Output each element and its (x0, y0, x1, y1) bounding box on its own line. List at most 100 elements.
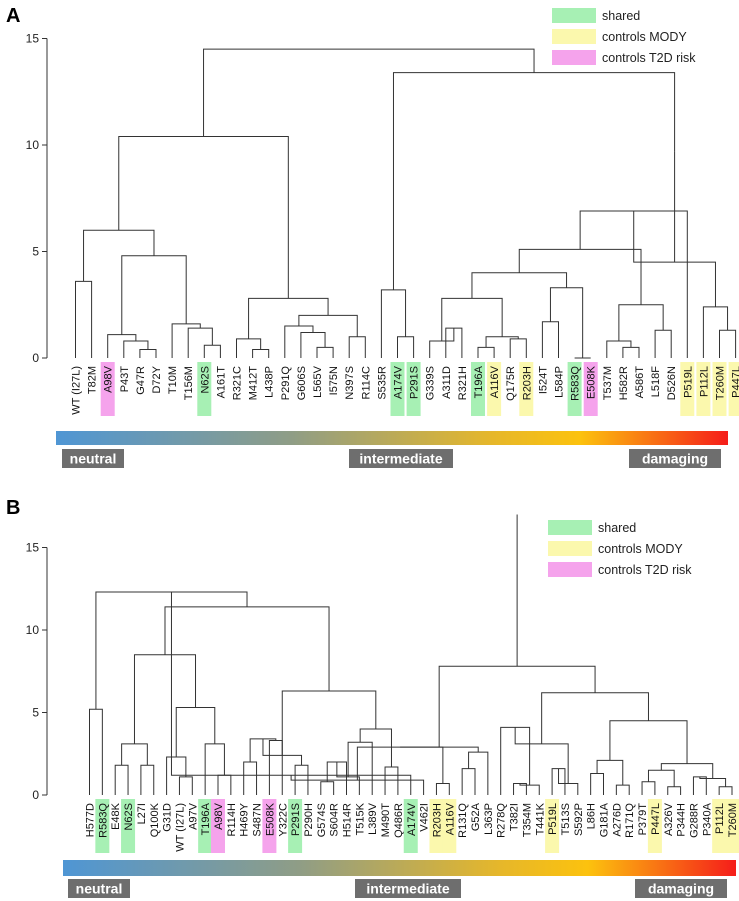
dendrogram-link (518, 248, 642, 305)
leaf-label: P291S (290, 803, 302, 836)
leaf-label: G288R (688, 803, 700, 838)
leaf-label: T260M (715, 366, 727, 400)
leaf-highlight (197, 362, 212, 416)
leaf-label: A98V (213, 802, 225, 830)
dendrogram-link (618, 304, 664, 341)
dendrogram-link (615, 784, 630, 795)
legend-label: shared (602, 9, 640, 23)
leaf-label: E508K (264, 802, 276, 836)
legend-label: shared (598, 521, 636, 535)
leaf-label: A161T (215, 366, 227, 399)
leaf-label: T196A (473, 365, 485, 398)
legend-label: controls T2D risk (602, 51, 696, 65)
panel-label: A (6, 5, 20, 27)
scale-tag-bg (62, 449, 124, 468)
leaf-label: I524T (537, 366, 549, 394)
dendrogram-link (509, 338, 527, 358)
dendrogram-link (541, 692, 649, 744)
color-scale-bar (63, 860, 736, 876)
dendrogram-link (203, 48, 535, 137)
leaf-highlight (728, 362, 739, 416)
legend-label: controls T2D risk (598, 563, 692, 577)
dendrogram-link (320, 781, 335, 795)
leaf-label: M490T (380, 803, 392, 838)
leaf-label: D526N (666, 366, 678, 400)
dendrogram-link (121, 743, 148, 766)
leaf-label: P340A (701, 802, 713, 836)
dendrogram-link (133, 654, 197, 744)
dendrogram-link (622, 346, 640, 358)
leaf-highlight (696, 362, 711, 416)
dendrogram-link (400, 746, 479, 753)
dendrogram-link (171, 323, 201, 358)
leaf-highlight (725, 799, 739, 853)
panel-b: B 0 5 10 15 H577D R583Q E48K N62S L27I Q100K G31D WT… (6, 497, 739, 898)
leaf-label: H577D (85, 803, 97, 837)
dendrogram-link (316, 346, 334, 358)
leaf-label: A116V (489, 365, 501, 398)
dendrogram-link (89, 708, 103, 795)
leaf-label: T196A (200, 802, 212, 835)
dendrogram-link (654, 329, 672, 358)
leaf-label: A311D (441, 366, 453, 399)
dendrogram-link (718, 786, 733, 795)
leaf-label: I575N (328, 366, 340, 395)
y-tick-label: 5 (32, 706, 39, 720)
leaf-label: H469Y (239, 802, 251, 836)
y-tick-label: 15 (26, 32, 40, 46)
dendrogram-link (203, 344, 221, 358)
leaf-label: L584P (554, 366, 566, 398)
dendrogram-link (590, 773, 604, 795)
leaf-label: M412T (248, 366, 260, 401)
leaf-highlight (429, 799, 444, 853)
scale-tag-damaging: damaging (648, 881, 714, 897)
leaf-label: T513S (560, 803, 572, 835)
leaf-label: P447L (650, 803, 662, 835)
leaf-label: A98V (103, 365, 115, 393)
dendrogram-link (356, 746, 444, 784)
leaf-label: N62S (199, 366, 211, 394)
leaf-highlight (211, 799, 225, 853)
leaf-label: Y322C (277, 803, 289, 837)
y-tick-label: 0 (32, 351, 39, 365)
leaf-highlight (712, 799, 727, 853)
y-tick-label: 0 (32, 788, 39, 802)
leaf-label: Q100K (149, 802, 161, 837)
dendrogram-link (252, 348, 270, 358)
leaf-label: S535R (376, 366, 388, 400)
leaf-label: R583Q (570, 366, 582, 401)
dendrogram-link (397, 336, 415, 358)
dendrogram-link (519, 783, 540, 795)
dendrogram-link (217, 774, 232, 795)
dendrogram-link (187, 327, 213, 358)
leaf-label: R583Q (97, 803, 109, 838)
leaf-label: R114C (360, 366, 372, 399)
leaf-label: L27I (136, 803, 148, 824)
leaf-label: P290H (303, 803, 315, 837)
leaf-label: A174V (406, 802, 418, 836)
scale-tag-neutral: neutral (70, 451, 117, 467)
dendrogram-link (139, 348, 157, 358)
scale-tag-bg (349, 449, 453, 468)
dendrogram-link (441, 297, 503, 341)
scale-tag-bg (355, 879, 461, 898)
dendrogram-link (606, 340, 632, 358)
y-tick-label: 5 (32, 245, 39, 259)
leaf-label: P379T (637, 803, 649, 836)
leaf-label: Q175R (505, 366, 517, 401)
leaf-highlight (545, 799, 560, 853)
leaf-label: P344H (676, 803, 688, 837)
dendrogram-link (284, 325, 314, 358)
dendrogram-link (107, 334, 137, 358)
leaf-label: A326V (663, 802, 675, 836)
panel-label: B (6, 497, 20, 519)
leaf-label: R203H (521, 366, 533, 400)
leaf-label: G606S (296, 366, 308, 400)
scale-tag-bg (629, 449, 721, 468)
leaf-label: E48K (110, 802, 122, 830)
leaf-label: T537M (602, 366, 614, 400)
leaf-highlight (471, 362, 485, 416)
leaf-highlight (712, 362, 727, 416)
dendrogram-link (438, 665, 596, 748)
